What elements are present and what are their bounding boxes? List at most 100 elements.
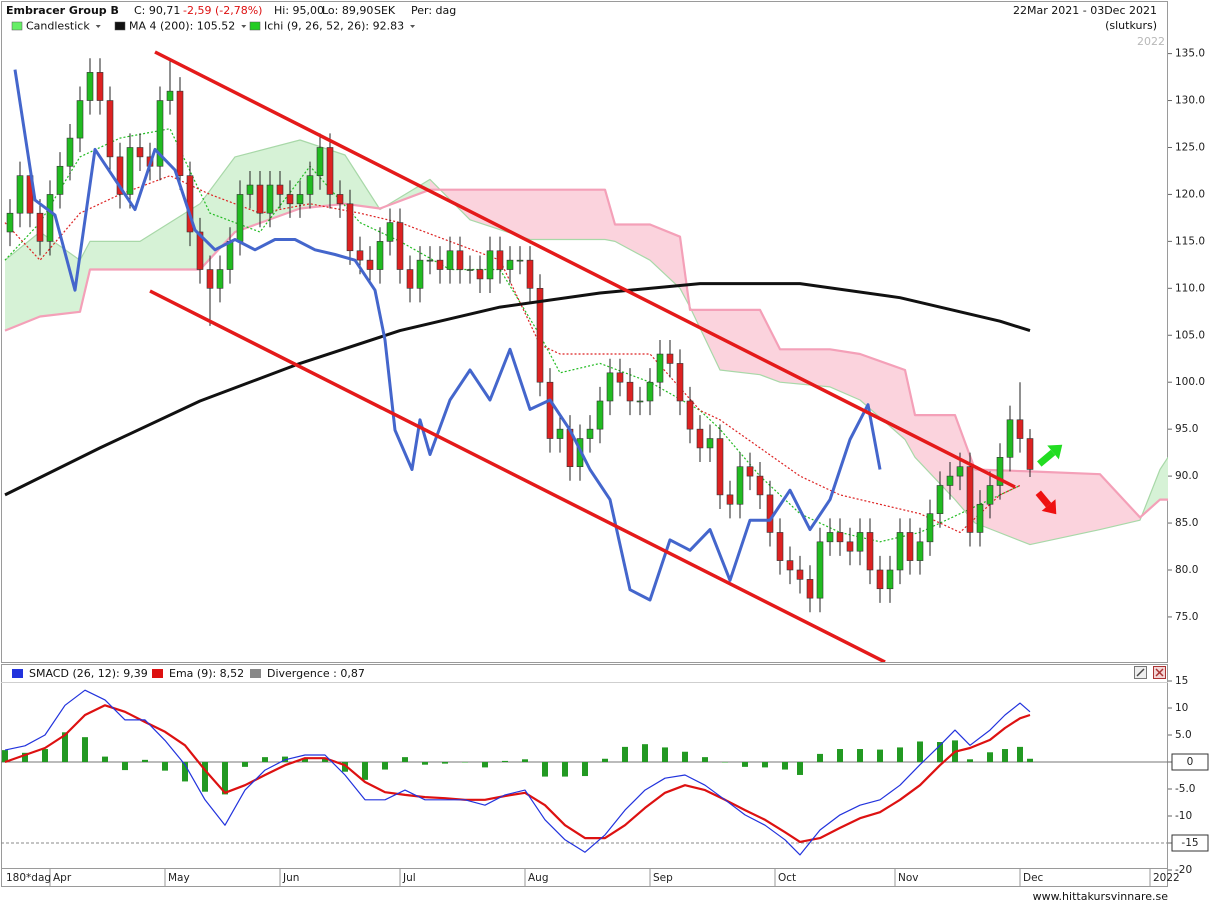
candle-body <box>926 513 934 543</box>
candle-body <box>446 250 454 270</box>
divergence-bar <box>662 747 668 762</box>
legend-dropdown <box>410 25 416 28</box>
candle-body <box>426 259 434 262</box>
candle-body <box>706 438 714 449</box>
axes: 75.080.085.090.095.0100.0105.0110.0115.0… <box>49 48 1209 886</box>
divergence-bar <box>622 746 628 762</box>
candle-body <box>726 494 734 505</box>
candle-body <box>786 560 794 571</box>
candle-body <box>86 72 94 101</box>
legend-label: SMACD (26, 12): 9,39 <box>29 667 148 680</box>
candle-body <box>796 569 804 580</box>
candle-body <box>956 466 964 477</box>
arrow-down <box>1035 490 1057 515</box>
candle-body <box>76 100 84 139</box>
legend-label: Ichi (9, 26, 52, 26): 92.83 <box>264 20 404 33</box>
smacd-line <box>4 689 1031 856</box>
price-change: -2,59 (-2,78%) <box>183 4 262 17</box>
candle-body <box>416 259 424 289</box>
candle-body <box>336 194 344 205</box>
divergence-bar <box>837 749 843 762</box>
period: Per: dag <box>411 4 456 17</box>
y-tick-label: 120.0 <box>1175 188 1205 200</box>
candle-body <box>666 353 674 364</box>
candle-body <box>496 250 504 270</box>
trend-line-upper <box>154 50 1016 489</box>
candle-body <box>686 400 694 430</box>
x-tick-label: Aug <box>528 872 549 884</box>
divergence-bar <box>917 741 923 762</box>
divergence-bar <box>702 757 708 762</box>
candle-body <box>626 381 634 402</box>
candle-body <box>856 532 864 552</box>
candle-body <box>6 212 14 233</box>
cloud-segment <box>90 241 140 270</box>
x-tick-label: Sep <box>653 872 673 884</box>
candle-body <box>986 485 994 505</box>
y-tick-label: 75.0 <box>1175 611 1198 623</box>
divergence-bar <box>102 756 108 762</box>
candle-body <box>486 250 494 280</box>
candle-body <box>266 184 274 214</box>
y-tick-box <box>1171 753 1209 771</box>
candle-body <box>906 532 914 561</box>
candle-body <box>156 100 164 167</box>
candle-body <box>396 222 404 270</box>
footer: www.hittakursvinnare.se <box>1033 890 1169 902</box>
moving-average-line <box>4 282 1031 497</box>
candle-body <box>1026 438 1034 470</box>
tenkan-line <box>4 128 1021 543</box>
annotations <box>149 50 1063 662</box>
cloud-segment <box>915 415 955 500</box>
divergence-bar <box>817 753 823 762</box>
divergence-bar <box>422 762 428 765</box>
candle-body <box>616 372 624 383</box>
candle-body <box>276 184 284 195</box>
candle-body <box>216 269 224 289</box>
candle-body <box>466 269 474 271</box>
legend-swatch <box>249 21 261 31</box>
candle-body <box>776 532 784 561</box>
candle-body <box>66 137 74 167</box>
divergence-bar <box>42 749 48 762</box>
y-tick-label: 115.0 <box>1175 235 1205 247</box>
divergence-bar <box>202 762 208 792</box>
divergence-bar <box>242 762 248 767</box>
candle-body <box>526 259 534 289</box>
divergence-bar <box>2 750 8 762</box>
cloud-segment <box>140 203 200 270</box>
candle-body <box>316 147 324 176</box>
cloud-segment <box>200 156 235 270</box>
legend-swatch <box>12 669 23 678</box>
cloud-segment <box>720 309 760 375</box>
divergence-bar <box>182 762 188 782</box>
candle-body <box>606 372 614 402</box>
main-plot <box>4 58 1168 613</box>
candle-body <box>746 466 754 477</box>
divergence-bar <box>642 744 648 762</box>
y-tick-label: -5.0 <box>1175 783 1196 795</box>
divergence-bar <box>322 758 328 762</box>
divergence-bar <box>402 757 408 762</box>
legend-label: Candlestick <box>26 20 90 33</box>
candle-body <box>816 541 824 599</box>
candle-body <box>176 90 184 176</box>
candle-body <box>656 353 664 383</box>
candle-body <box>736 466 744 505</box>
y-tick-label: 0 <box>1187 756 1194 768</box>
divergence-bar <box>562 762 568 777</box>
candle-body <box>256 184 264 214</box>
candle-body <box>536 288 544 383</box>
candle-body <box>196 231 204 270</box>
legend-dropdown <box>95 25 101 28</box>
candle-body <box>116 156 124 195</box>
candle-body <box>406 269 414 289</box>
y-tick-label: 80.0 <box>1175 564 1198 576</box>
candle-body <box>126 147 134 195</box>
candle-body <box>636 400 644 403</box>
divergence-bar <box>857 749 863 762</box>
candle-body <box>936 485 944 514</box>
candle-body <box>506 259 514 270</box>
candle-body <box>296 194 304 205</box>
